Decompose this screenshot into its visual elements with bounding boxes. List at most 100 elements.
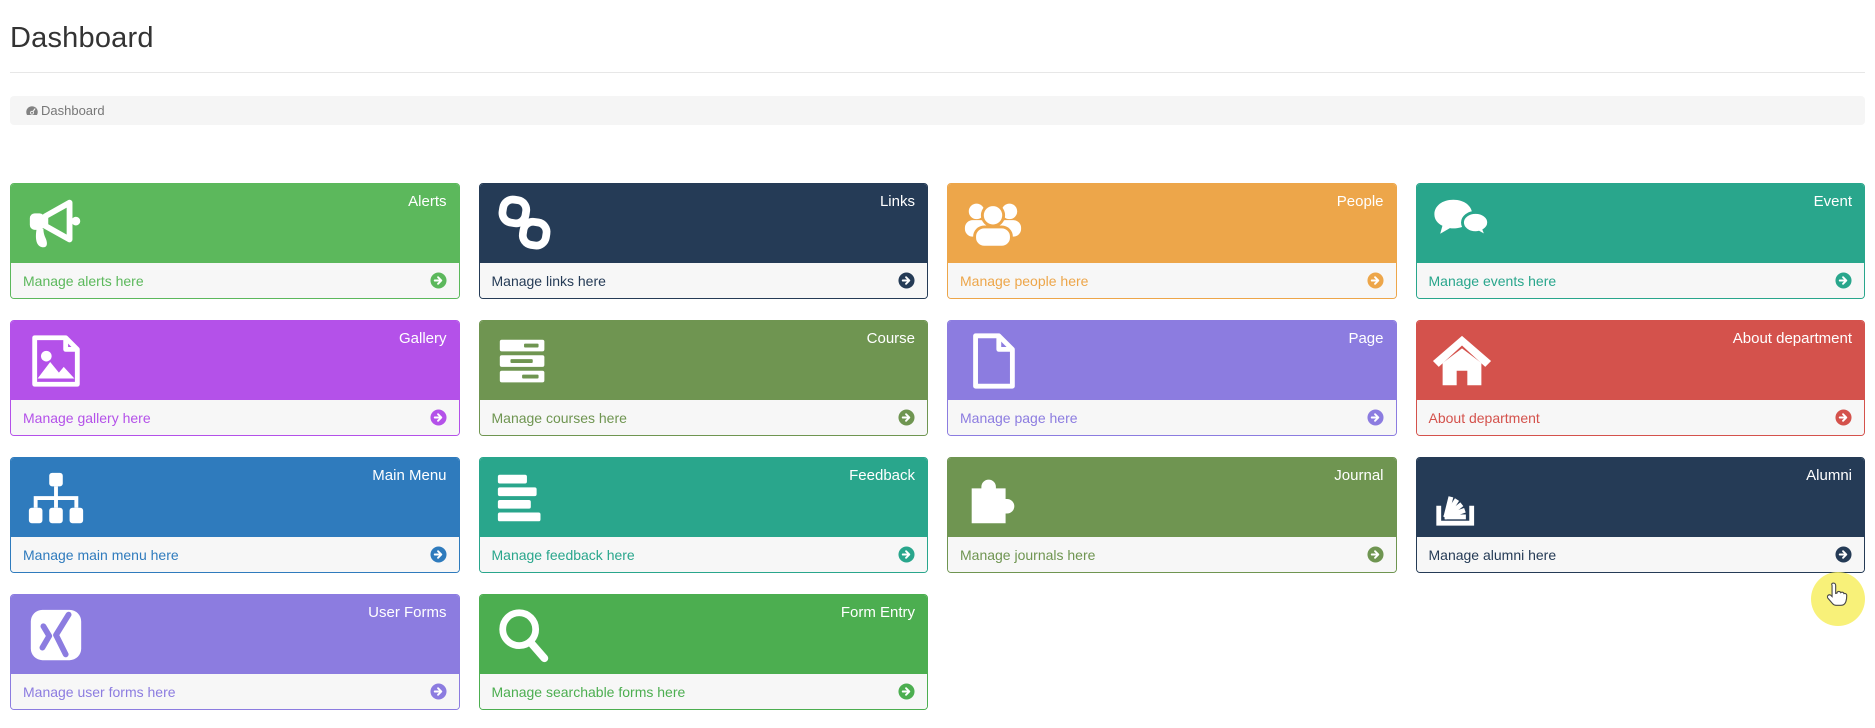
card-header: Form Entry (479, 595, 927, 674)
tachometer-icon (25, 104, 39, 118)
card-feedback[interactable]: Feedback Manage feedback here (478, 457, 928, 573)
page-title: Dashboard (10, 22, 1865, 73)
card-title: Alerts (408, 193, 447, 210)
card-user-forms[interactable]: User Forms Manage user forms here (10, 594, 460, 710)
card-header: Main Menu (11, 458, 459, 537)
card-header: Feedback (479, 458, 927, 537)
card-header: Event (1416, 184, 1864, 263)
card-footer-label: Manage people here (960, 272, 1089, 289)
card-header: Journal (948, 458, 1396, 537)
card-footer-label: Manage user forms here (23, 683, 176, 700)
home-icon (1431, 330, 1493, 392)
card-title: Alumni (1806, 467, 1852, 484)
stack-overflow-icon (1431, 467, 1493, 529)
card-footer-link-links[interactable]: Manage links here (479, 263, 927, 298)
card-footer-label: Manage links here (491, 272, 606, 289)
arrow-circle-right-icon[interactable] (1366, 272, 1384, 289)
card-title: People (1336, 193, 1384, 210)
card-about-department[interactable]: About department About department (1415, 320, 1865, 436)
breadcrumb: Dashboard (10, 96, 1865, 125)
card-title: Event (1813, 193, 1852, 210)
users-icon (962, 193, 1024, 255)
picture-icon (25, 330, 87, 392)
card-footer-link-people[interactable]: Manage people here (948, 263, 1396, 298)
card-footer-label: Manage feedback here (491, 546, 635, 563)
arrow-circle-right-icon[interactable] (1835, 272, 1852, 289)
dashboard-page: Dashboard Dashboard Alerts Manage alerts … (0, 22, 1875, 710)
card-footer-link-journal[interactable]: Manage journals here (948, 537, 1396, 572)
card-footer-link-main-menu[interactable]: Manage main menu here (11, 537, 459, 572)
card-footer-label: Manage alerts here (23, 272, 144, 289)
card-course[interactable]: Course Manage courses here (478, 320, 928, 436)
search-icon (494, 604, 556, 666)
card-footer-link-gallery[interactable]: Manage gallery here (11, 400, 459, 435)
card-title: Feedback (849, 467, 915, 484)
card-main-menu[interactable]: Main Menu Manage main menu here (10, 457, 460, 573)
card-footer-link-event[interactable]: Manage events here (1416, 263, 1864, 298)
breadcrumb-label: Dashboard (41, 103, 105, 118)
card-grid: Alerts Manage alerts here Links Manage link… (10, 183, 1865, 710)
card-footer-label: Manage gallery here (23, 409, 151, 426)
card-footer-label: About department (1428, 409, 1540, 426)
arrow-circle-right-icon[interactable] (429, 546, 447, 563)
card-title: Form Entry (840, 604, 915, 621)
card-footer-link-alerts[interactable]: Manage alerts here (11, 263, 459, 298)
card-footer-label: Manage journals here (960, 546, 1096, 563)
arrow-circle-right-icon[interactable] (898, 683, 915, 700)
card-footer-label: Manage alumni here (1428, 546, 1557, 563)
card-header: Page (948, 321, 1396, 400)
card-title: Course (866, 330, 915, 347)
card-header: Gallery (11, 321, 459, 400)
arrow-circle-right-icon[interactable] (429, 272, 447, 289)
card-title: Page (1348, 330, 1384, 347)
arrow-circle-right-icon[interactable] (898, 272, 915, 289)
card-header: Links (479, 184, 927, 263)
card-footer-label: Manage courses here (491, 409, 627, 426)
card-people[interactable]: People Manage people here (947, 183, 1397, 299)
card-footer-link-about-department[interactable]: About department (1416, 400, 1864, 435)
card-header: About department (1416, 321, 1864, 400)
card-alerts[interactable]: Alerts Manage alerts here (10, 183, 460, 299)
arrow-circle-right-icon[interactable] (1835, 546, 1852, 563)
card-event[interactable]: Event Manage events here (1415, 183, 1865, 299)
card-header: User Forms (11, 595, 459, 674)
arrow-circle-right-icon[interactable] (1835, 409, 1852, 426)
arrow-circle-right-icon[interactable] (1366, 409, 1384, 426)
card-gallery[interactable]: Gallery Manage gallery here (10, 320, 460, 436)
card-footer-label: Manage searchable forms here (491, 683, 686, 700)
comments-icon (1431, 193, 1493, 255)
card-title: Gallery (398, 330, 447, 347)
chain-link-icon (494, 193, 556, 255)
arrow-circle-right-icon[interactable] (1366, 546, 1384, 563)
xing-square-icon (25, 604, 87, 666)
card-footer-link-page[interactable]: Manage page here (948, 400, 1396, 435)
sitemap-icon (25, 467, 87, 529)
arrow-circle-right-icon[interactable] (429, 683, 447, 700)
card-title: About department (1732, 330, 1852, 347)
card-footer-link-alumni[interactable]: Manage alumni here (1416, 537, 1864, 572)
card-alumni[interactable]: Alumni Manage alumni here (1415, 457, 1865, 573)
align-left-icon (494, 467, 556, 529)
arrow-circle-right-icon[interactable] (898, 546, 915, 563)
card-header: Course (479, 321, 927, 400)
card-footer-link-feedback[interactable]: Manage feedback here (479, 537, 927, 572)
puzzle-piece-icon (962, 467, 1024, 529)
card-header: Alumni (1416, 458, 1864, 537)
card-title: Main Menu (372, 467, 447, 484)
card-footer-link-course[interactable]: Manage courses here (479, 400, 927, 435)
arrow-circle-right-icon[interactable] (898, 409, 915, 426)
card-form-entry[interactable]: Form Entry Manage searchable forms here (478, 594, 928, 710)
card-footer-label: Manage main menu here (23, 546, 179, 563)
card-links[interactable]: Links Manage links here (478, 183, 928, 299)
card-header: People (948, 184, 1396, 263)
card-page[interactable]: Page Manage page here (947, 320, 1397, 436)
card-title: User Forms (368, 604, 447, 621)
arrow-circle-right-icon[interactable] (429, 409, 447, 426)
card-journal[interactable]: Journal Manage journals here (947, 457, 1397, 573)
card-footer-label: Manage page here (960, 409, 1078, 426)
card-footer-link-user-forms[interactable]: Manage user forms here (11, 674, 459, 709)
card-title: Journal (1334, 467, 1384, 484)
card-title: Links (879, 193, 915, 210)
card-footer-link-form-entry[interactable]: Manage searchable forms here (479, 674, 927, 709)
card-header: Alerts (11, 184, 459, 263)
